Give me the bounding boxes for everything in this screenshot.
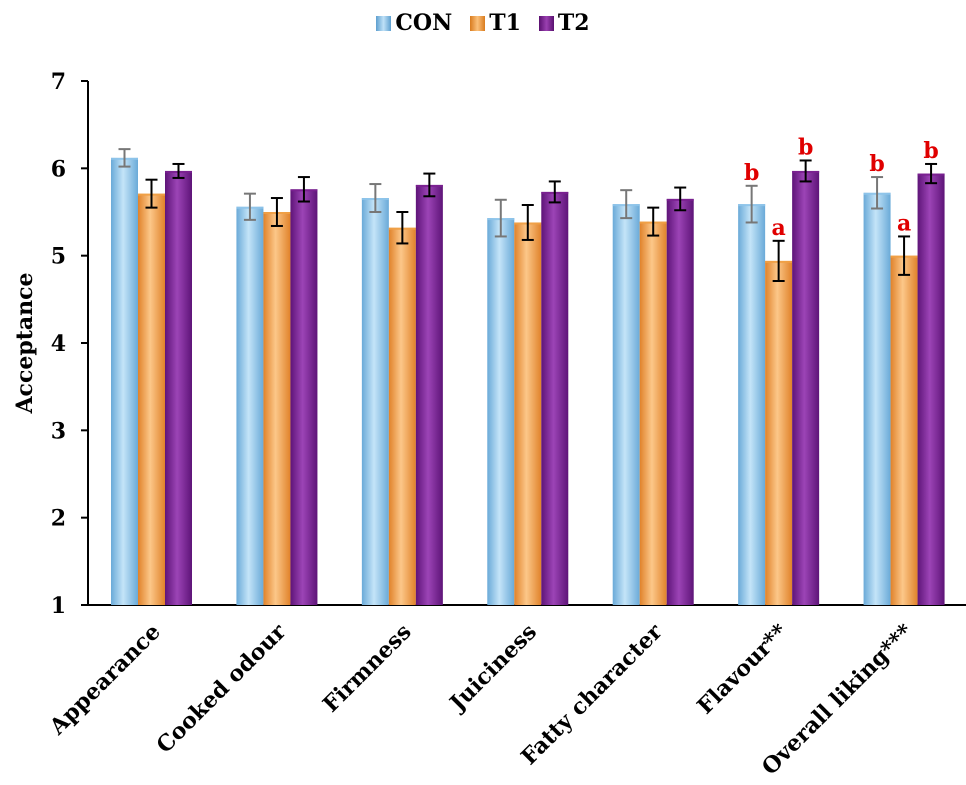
significance-letter: b <box>869 151 884 177</box>
significance-letter: a <box>772 215 786 241</box>
x-tick-label: Juiciness <box>444 619 542 717</box>
y-tick-label: 2 <box>51 506 66 532</box>
significance-letter: a <box>897 210 911 236</box>
bar-t1-6 <box>890 255 918 605</box>
legend-item-t2: T2 <box>538 10 590 36</box>
bar-con-3 <box>487 218 515 605</box>
bar-con-1 <box>236 206 264 605</box>
x-tick-label: Cooked odour <box>152 619 292 759</box>
y-axis-title: Acceptance <box>12 272 38 414</box>
bar-t2-6 <box>917 173 945 605</box>
bar-con-4 <box>612 204 640 605</box>
significance-letter: b <box>798 134 813 160</box>
x-tick-label: Flavour** <box>692 619 793 720</box>
significance-letter: b <box>923 138 938 164</box>
bar-con-2 <box>361 198 389 605</box>
bar-t1-5 <box>765 260 793 605</box>
bar-t2-1 <box>290 189 318 605</box>
bar-t2-4 <box>666 198 694 605</box>
bar-t1-4 <box>639 221 667 605</box>
bar-t2-3 <box>541 191 569 605</box>
legend-swatch-con <box>376 15 392 31</box>
y-tick-label: 6 <box>51 156 66 182</box>
legend-item-con: CON <box>376 10 452 36</box>
legend-label-t1: T1 <box>489 10 521 36</box>
y-tick-label: 5 <box>51 244 66 270</box>
bar-t2-0 <box>165 170 192 605</box>
legend: CON T1 T2 <box>0 10 966 36</box>
x-tick-label: Firmness <box>318 619 417 718</box>
legend-swatch-t2 <box>538 15 554 31</box>
x-tick-label: Appearance <box>44 619 166 741</box>
y-tick-label: 3 <box>51 418 66 444</box>
bar-t2-2 <box>415 184 443 605</box>
bar-con-5 <box>738 204 766 605</box>
significance-letter: b <box>744 160 759 186</box>
y-tick-label: 7 <box>51 69 66 95</box>
bar-con-6 <box>863 192 891 605</box>
x-tick-label: Fatty character <box>516 619 668 771</box>
legend-swatch-t1 <box>470 15 486 31</box>
y-tick-label: 4 <box>51 331 66 357</box>
bar-con-0 <box>111 157 138 605</box>
bar-t2-5 <box>792 170 820 605</box>
legend-label-t2: T2 <box>557 10 590 36</box>
bar-t1-1 <box>263 212 291 605</box>
y-tick-label: 1 <box>51 593 66 619</box>
bar-t1-0 <box>138 193 165 605</box>
bar-t1-3 <box>514 222 542 606</box>
legend-label-con: CON <box>395 10 453 36</box>
bar-t1-2 <box>388 227 416 605</box>
legend-item-t1: T1 <box>470 10 521 36</box>
